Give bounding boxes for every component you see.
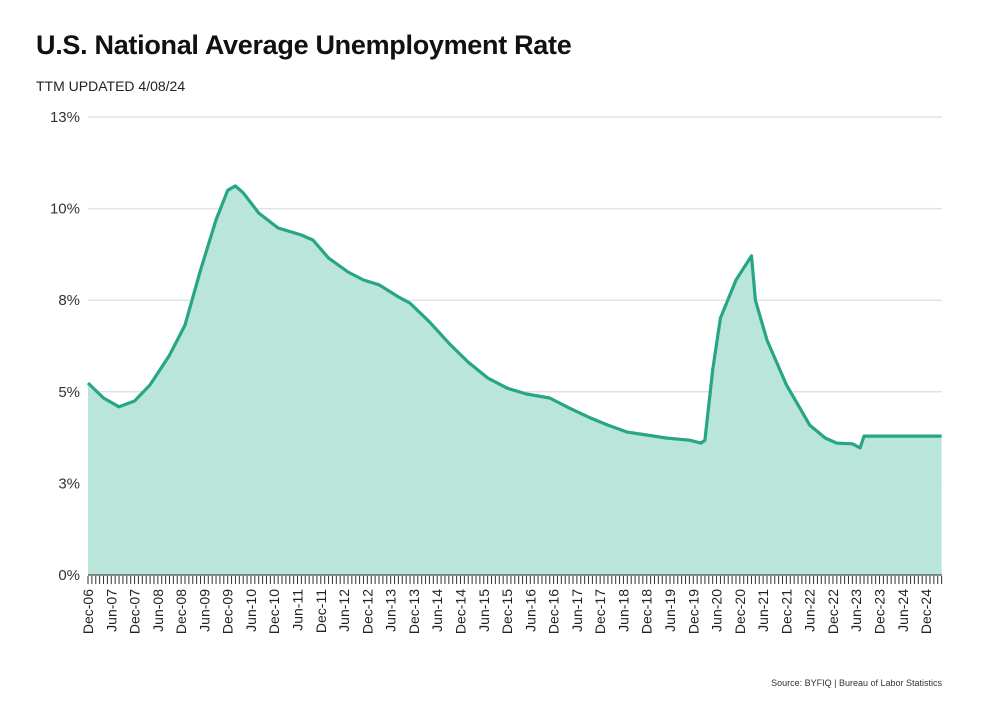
y-tick-label: 10% [50, 201, 80, 218]
x-tick-label: Jun-14 [429, 589, 445, 632]
x-tick-label: Dec-08 [173, 589, 189, 634]
x-tick-label: Jun-24 [895, 589, 911, 632]
x-tick-label: Dec-11 [313, 589, 329, 633]
x-tick-label: Dec-17 [592, 589, 608, 634]
x-tick-label: Jun-08 [150, 589, 166, 632]
x-tick-label: Dec-15 [499, 589, 515, 634]
x-tick-label: Jun-23 [848, 589, 864, 632]
x-tick-label: Jun-09 [196, 589, 212, 632]
x-tick-label: Jun-12 [336, 589, 352, 632]
x-tick-label: Jun-17 [569, 589, 585, 632]
x-tick-label: Dec-20 [732, 589, 748, 634]
y-tick-label: 13% [50, 109, 80, 126]
x-tick-label: Dec-21 [778, 589, 794, 634]
y-tick-label: 5% [58, 384, 80, 401]
area-fill [88, 185, 942, 575]
x-tick-label: Jun-15 [476, 589, 492, 632]
x-tick-label: Jun-10 [243, 589, 259, 632]
y-tick-label: 3% [58, 475, 80, 492]
x-tick-label: Jun-19 [662, 589, 678, 632]
x-tick-label: Dec-23 [872, 589, 888, 634]
x-tick-label: Dec-19 [685, 589, 701, 634]
x-tick-label: Jun-13 [383, 589, 399, 632]
y-tick-label: 8% [58, 292, 80, 309]
x-tick-label: Dec-09 [220, 589, 236, 634]
x-tick-label: Dec-13 [406, 589, 422, 634]
x-tick-label: Jun-18 [615, 589, 631, 632]
series-line [86, 184, 942, 450]
x-tick-label: Jun-16 [522, 589, 538, 632]
x-tick-label: Dec-22 [825, 589, 841, 634]
source-note: Source: BYFIQ | Bureau of Labor Statisti… [771, 678, 942, 688]
x-tick-label: Dec-10 [266, 589, 282, 634]
x-tick-label: Jun-22 [802, 589, 818, 632]
chart-title: U.S. National Average Unemployment Rate [36, 30, 572, 60]
x-tick-label: Dec-07 [127, 589, 143, 634]
x-tick-label: Jun-11 [290, 589, 306, 631]
x-tick-label: Jun-21 [755, 589, 771, 632]
x-tick-label: Jun-20 [709, 589, 725, 632]
x-tick-label: Dec-18 [639, 589, 655, 634]
x-tick-label: Jun-07 [103, 589, 119, 632]
x-tick-label: Dec-12 [359, 589, 375, 634]
x-tick-label: Dec-14 [452, 589, 468, 634]
x-tick-label: Dec-06 [80, 589, 96, 634]
x-tick-label: Dec-24 [918, 589, 934, 634]
x-tick-label: Dec-16 [546, 589, 562, 634]
chart-subtitle: TTM UPDATED 4/08/24 [36, 78, 186, 94]
y-tick-label: 0% [58, 567, 80, 584]
